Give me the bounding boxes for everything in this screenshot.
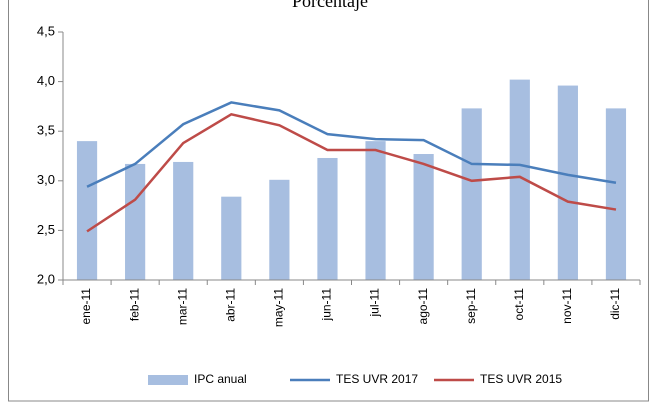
bar [605, 108, 627, 280]
x-tick-label: nov-11 [560, 288, 574, 324]
x-tick-label: feb-11 [127, 288, 141, 321]
x-tick-label: oct-11 [512, 288, 526, 321]
bar [413, 154, 434, 280]
legend-swatch [148, 375, 188, 385]
bar [509, 79, 530, 280]
y-tick-label: 3,5 [37, 123, 55, 138]
x-tick-label: dic-11 [608, 288, 622, 320]
bar [76, 141, 98, 280]
bar [557, 85, 578, 281]
x-tick-label: jun-11 [320, 288, 334, 322]
x-tick-label: mar-11 [175, 288, 189, 325]
y-tick-label: 4,0 [37, 73, 55, 88]
x-tick-label: may-11 [272, 288, 286, 327]
bar [269, 179, 290, 280]
bar [125, 163, 146, 280]
chart-title: Porcentaje [292, 0, 368, 11]
x-tick-label: abr-11 [223, 288, 237, 322]
legend-label: TES UVR 2015 [480, 372, 562, 386]
y-tick-label: 3,0 [37, 172, 55, 187]
bar [173, 161, 194, 280]
y-tick-label: 2,0 [37, 271, 55, 286]
bar [461, 108, 482, 280]
y-tick-label: 4,5 [37, 23, 55, 38]
x-tick-label: jul-11 [368, 288, 382, 318]
bar [317, 157, 338, 280]
y-tick-label: 2,5 [37, 222, 55, 237]
legend-label: IPC anual [194, 372, 247, 386]
bar [221, 196, 242, 280]
x-tick-label: ago-11 [416, 288, 430, 325]
bar [365, 141, 386, 280]
line [86, 101, 617, 188]
legend-label: TES UVR 2017 [336, 372, 418, 386]
line [86, 113, 617, 233]
x-tick-label: ene-11 [79, 288, 93, 325]
x-tick-label: sep-11 [464, 288, 478, 324]
